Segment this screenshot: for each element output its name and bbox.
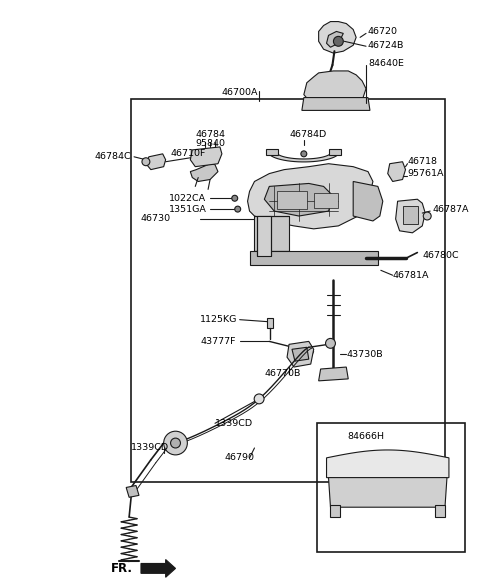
Text: 46724B: 46724B (368, 41, 404, 50)
Bar (131, 99, 445, 482)
Text: 46790: 46790 (225, 453, 255, 462)
Polygon shape (264, 183, 334, 216)
Text: 46700A: 46700A (222, 88, 258, 97)
Text: 46781A: 46781A (393, 270, 429, 280)
Polygon shape (292, 348, 309, 361)
Text: 1022CA: 1022CA (168, 194, 206, 203)
Polygon shape (326, 31, 343, 47)
Bar (329, 149, 341, 155)
Polygon shape (304, 71, 366, 108)
Text: 43777F: 43777F (200, 337, 236, 346)
Polygon shape (250, 250, 378, 265)
Polygon shape (141, 560, 176, 577)
Text: 1125KG: 1125KG (200, 315, 238, 324)
Text: 46770B: 46770B (264, 369, 301, 379)
Text: 84640E: 84640E (368, 59, 404, 68)
Polygon shape (268, 152, 339, 162)
Circle shape (164, 431, 187, 455)
Polygon shape (319, 367, 348, 381)
Text: 46780C: 46780C (422, 251, 459, 260)
Polygon shape (328, 477, 447, 507)
Bar (277, 191, 307, 209)
Circle shape (235, 206, 240, 212)
Polygon shape (396, 199, 425, 233)
Circle shape (301, 151, 307, 157)
Text: 1339CD: 1339CD (215, 419, 253, 428)
Polygon shape (326, 450, 449, 480)
Circle shape (423, 212, 431, 220)
Polygon shape (146, 154, 166, 169)
Circle shape (334, 36, 343, 46)
Text: 46784: 46784 (195, 129, 225, 139)
Polygon shape (191, 163, 218, 182)
Bar (317, 423, 465, 552)
Circle shape (142, 158, 150, 166)
Text: 1339CD: 1339CD (131, 443, 169, 453)
Polygon shape (248, 163, 373, 229)
Text: 46787A: 46787A (432, 205, 468, 213)
Text: 46784C: 46784C (95, 152, 131, 161)
Text: 46720: 46720 (368, 27, 398, 36)
Polygon shape (126, 486, 139, 497)
Circle shape (254, 394, 264, 404)
Bar (266, 149, 278, 155)
Polygon shape (301, 348, 314, 357)
Text: 84666H: 84666H (348, 432, 384, 440)
Text: 95840: 95840 (195, 139, 225, 148)
Bar (435, 505, 445, 517)
Bar (267, 318, 273, 328)
Circle shape (232, 195, 238, 201)
Text: 95761A: 95761A (408, 169, 444, 178)
Bar (403, 206, 419, 224)
Circle shape (325, 339, 336, 348)
Polygon shape (319, 22, 356, 53)
Text: 1351GA: 1351GA (168, 205, 206, 213)
Circle shape (170, 438, 180, 448)
Text: 46730: 46730 (141, 215, 171, 223)
Bar (331, 505, 340, 517)
Polygon shape (254, 216, 289, 250)
Polygon shape (257, 216, 271, 256)
Polygon shape (287, 342, 314, 367)
Text: 46784D: 46784D (289, 129, 326, 139)
Polygon shape (353, 182, 383, 221)
Text: 43730B: 43730B (346, 350, 383, 359)
Polygon shape (388, 162, 406, 182)
Text: FR.: FR. (111, 562, 133, 575)
Polygon shape (302, 98, 370, 111)
Text: 46718: 46718 (408, 157, 437, 166)
Text: 46710F: 46710F (170, 149, 206, 158)
Polygon shape (191, 147, 222, 166)
Bar (314, 193, 338, 208)
